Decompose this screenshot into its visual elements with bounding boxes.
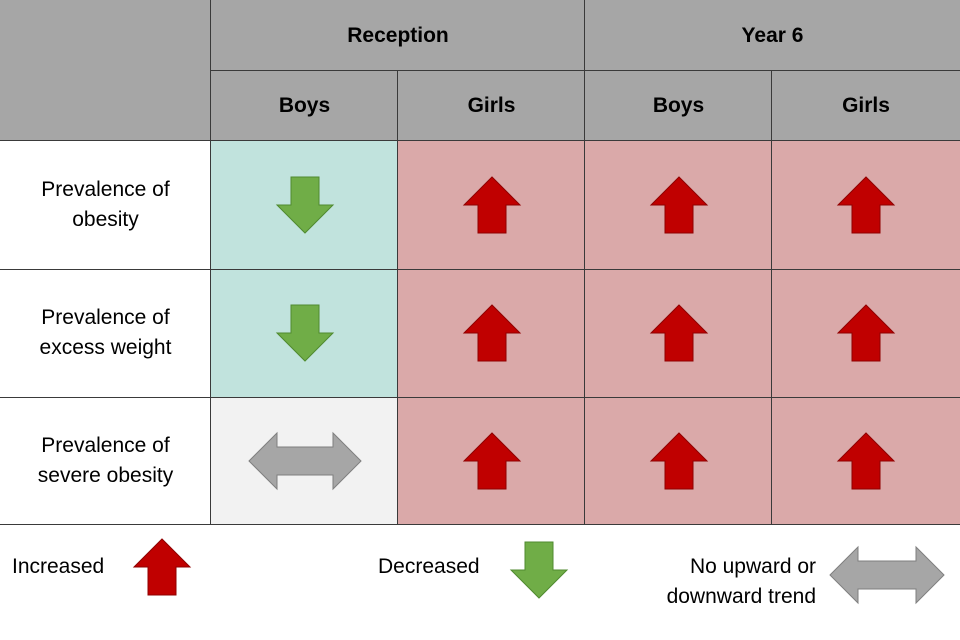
row-label-line1: Prevalence of (41, 434, 170, 457)
grid-line (397, 71, 398, 525)
cell-excess-weight-year6-boys (585, 269, 772, 397)
legend-down-arrow-icon (509, 541, 569, 599)
up-arrow-icon (836, 176, 896, 234)
legend-decreased-label: Decreased (378, 555, 480, 578)
row-label-severe-obesity: Prevalence of severe obesity (0, 397, 211, 525)
header-corner (0, 0, 211, 141)
up-arrow-icon (649, 432, 708, 490)
cell-obesity-year6-girls (772, 141, 960, 269)
double-arrow-icon (247, 431, 362, 491)
row-label-line2: excess weight (39, 336, 172, 359)
up-arrow-icon (649, 176, 708, 234)
legend-up-arrow-icon (132, 538, 192, 596)
header-reception: Reception (211, 0, 585, 71)
header-year6: Year 6 (585, 0, 960, 71)
grid-line (0, 140, 960, 141)
grid-line (210, 70, 960, 71)
cell-severe-obesity-reception-girls (398, 397, 585, 525)
header-year6-girls: Girls (772, 71, 960, 141)
legend-increased-label: Increased (12, 555, 105, 578)
cell-severe-obesity-year6-boys (585, 397, 772, 525)
up-arrow-icon (836, 432, 896, 490)
row-label-line2: obesity (72, 208, 139, 231)
up-arrow-icon (462, 304, 521, 362)
cell-severe-obesity-year6-girls (772, 397, 960, 525)
grid-line (0, 397, 960, 398)
cell-obesity-year6-boys (585, 141, 772, 269)
down-arrow-icon (275, 176, 334, 234)
legend-no-trend-line2: downward trend (666, 585, 816, 608)
row-label-obesity: Prevalence of obesity (0, 141, 211, 269)
cell-excess-weight-reception-boys (211, 269, 398, 397)
header-reception-boys: Boys (211, 71, 398, 141)
up-arrow-icon (462, 432, 521, 490)
legend-double-arrow-icon (829, 545, 945, 605)
cell-excess-weight-year6-girls (772, 269, 960, 397)
header-reception-girls: Girls (398, 71, 585, 141)
row-label-line1: Prevalence of (41, 178, 170, 201)
up-arrow-icon (649, 304, 708, 362)
down-arrow-icon (275, 304, 334, 362)
grid-line (0, 524, 960, 525)
grid-line (210, 0, 211, 525)
header-year6-boys: Boys (585, 71, 772, 141)
cell-obesity-reception-boys (211, 141, 398, 269)
grid-line (771, 71, 772, 525)
cell-obesity-reception-girls (398, 141, 585, 269)
row-label-excess-weight: Prevalence of excess weight (0, 269, 211, 397)
legend-no-trend-line1: No upward or (689, 555, 816, 578)
cell-severe-obesity-reception-boys (211, 397, 398, 525)
up-arrow-icon (462, 176, 521, 234)
row-label-line2: severe obesity (37, 464, 174, 487)
grid-line (0, 269, 960, 270)
up-arrow-icon (836, 304, 896, 362)
grid-line (584, 0, 585, 525)
cell-excess-weight-reception-girls (398, 269, 585, 397)
legend-no-trend-label: No upward or downward trend (620, 552, 816, 612)
row-label-line1: Prevalence of (41, 306, 170, 329)
